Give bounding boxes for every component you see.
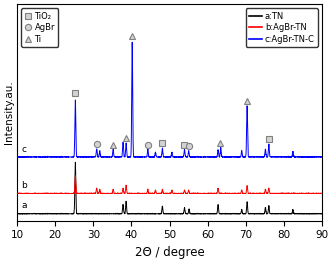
Y-axis label: Intensity.au.: Intensity.au. [4, 80, 14, 144]
Text: a: a [22, 201, 27, 210]
Text: b: b [22, 181, 27, 190]
Legend: TiO₂, AgBr, Ti: TiO₂, AgBr, Ti [21, 8, 58, 47]
Text: c: c [22, 145, 27, 154]
X-axis label: 2Θ / degree: 2Θ / degree [135, 246, 204, 259]
